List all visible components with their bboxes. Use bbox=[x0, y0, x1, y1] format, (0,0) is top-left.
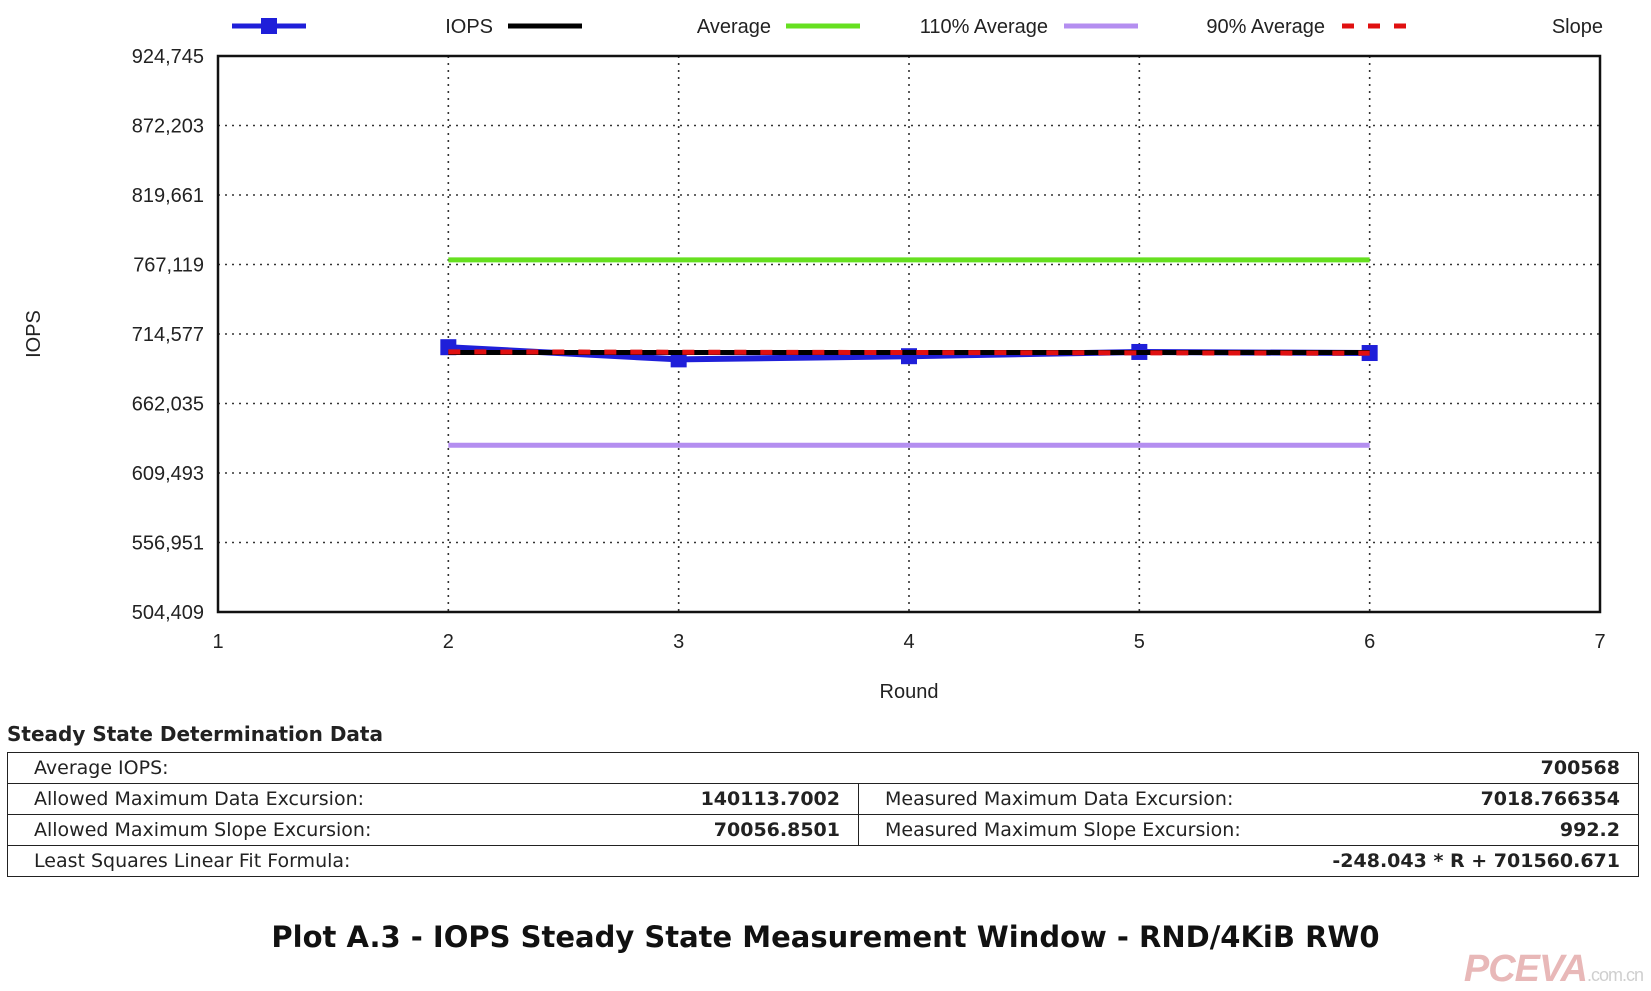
x-tick-label: 6 bbox=[1364, 631, 1375, 653]
fit-formula-label: Least Squares Linear Fit Formula: bbox=[7, 845, 859, 877]
measured-data-excursion-label: Measured Maximum Data Excursion: bbox=[857, 783, 1394, 815]
series-layer bbox=[440, 257, 1378, 448]
watermark-logo: PCEVA.com.cn bbox=[1463, 948, 1644, 991]
x-tick-label: 5 bbox=[1134, 631, 1145, 653]
allowed-data-excursion-value: 140113.7002 bbox=[644, 783, 859, 815]
iops-point-marker bbox=[670, 351, 687, 368]
x-axis-label: Round bbox=[880, 681, 939, 703]
table-row: Least Squares Linear Fit Formula: -248.0… bbox=[7, 845, 1639, 877]
x-tick-label: 3 bbox=[673, 631, 684, 653]
chart-grid bbox=[218, 56, 1600, 612]
y-tick-label: 767,119 bbox=[133, 255, 204, 277]
fit-formula-value: -248.043 * R + 701560.671 bbox=[858, 845, 1639, 877]
allowed-data-excursion-label: Allowed Maximum Data Excursion: bbox=[7, 783, 644, 815]
y-axis-ticks: 924,745 872,203 819,661 767,119 714,577 662,0… bbox=[132, 46, 204, 624]
measured-slope-excursion-label: Measured Maximum Slope Excursion: bbox=[857, 814, 1394, 846]
chart-legend: IOPS Average 110% Average 90% Average Slope bbox=[232, 16, 1603, 38]
plot-caption: Plot A.3 - IOPS Steady State Measurement… bbox=[271, 920, 1380, 954]
iops-line-chart: 924,745 872,203 819,661 767,119 714,577 662,0… bbox=[23, 16, 1606, 703]
y-tick-label: 924,745 bbox=[132, 46, 204, 68]
x-tick-label: 4 bbox=[903, 631, 914, 653]
watermark-brand: PCEVA bbox=[1463, 948, 1588, 990]
table-row: Allowed Maximum Slope Excursion: 70056.8… bbox=[7, 814, 1639, 846]
x-tick-label: 7 bbox=[1594, 631, 1605, 653]
y-tick-label: 819,661 bbox=[132, 185, 204, 207]
legend-marker-iops bbox=[261, 18, 277, 34]
plot-area bbox=[216, 54, 1602, 614]
table-row: Average IOPS: 700568 bbox=[7, 752, 1639, 784]
allowed-slope-excursion-label: Allowed Maximum Slope Excursion: bbox=[7, 814, 644, 846]
avg-iops-value: 700568 bbox=[858, 752, 1639, 784]
steady-state-table: Average IOPS: 700568 Allowed Maximum Dat… bbox=[7, 752, 1639, 877]
y-tick-label: 872,203 bbox=[132, 116, 204, 138]
legend-label: Slope bbox=[1552, 16, 1603, 38]
legend-label: Average bbox=[697, 16, 771, 38]
watermark-domain: .com.cn bbox=[1586, 965, 1644, 985]
legend-label: 110% Average bbox=[920, 16, 1048, 38]
y-tick-label: 714,577 bbox=[132, 324, 204, 346]
measured-slope-excursion-value: 992.2 bbox=[1393, 814, 1639, 846]
x-tick-label: 1 bbox=[212, 631, 223, 653]
allowed-slope-excursion-value: 70056.8501 bbox=[644, 814, 859, 846]
section-title: Steady State Determination Data bbox=[7, 722, 383, 746]
x-tick-label: 2 bbox=[443, 631, 454, 653]
measured-data-excursion-value: 7018.766354 bbox=[1393, 783, 1639, 815]
x-axis-ticks: 1 2 3 4 5 6 7 bbox=[212, 631, 1605, 653]
y-tick-label: 609,493 bbox=[132, 463, 204, 485]
avg-iops-label: Average IOPS: bbox=[7, 752, 859, 784]
legend-label: IOPS bbox=[445, 16, 493, 38]
y-tick-label: 662,035 bbox=[132, 394, 204, 416]
y-tick-label: 556,951 bbox=[132, 533, 204, 555]
table-row: Allowed Maximum Data Excursion: 140113.7… bbox=[7, 783, 1639, 815]
y-tick-label: 504,409 bbox=[132, 602, 204, 624]
y-axis-label: IOPS bbox=[23, 310, 45, 358]
legend-label: 90% Average bbox=[1206, 16, 1325, 38]
